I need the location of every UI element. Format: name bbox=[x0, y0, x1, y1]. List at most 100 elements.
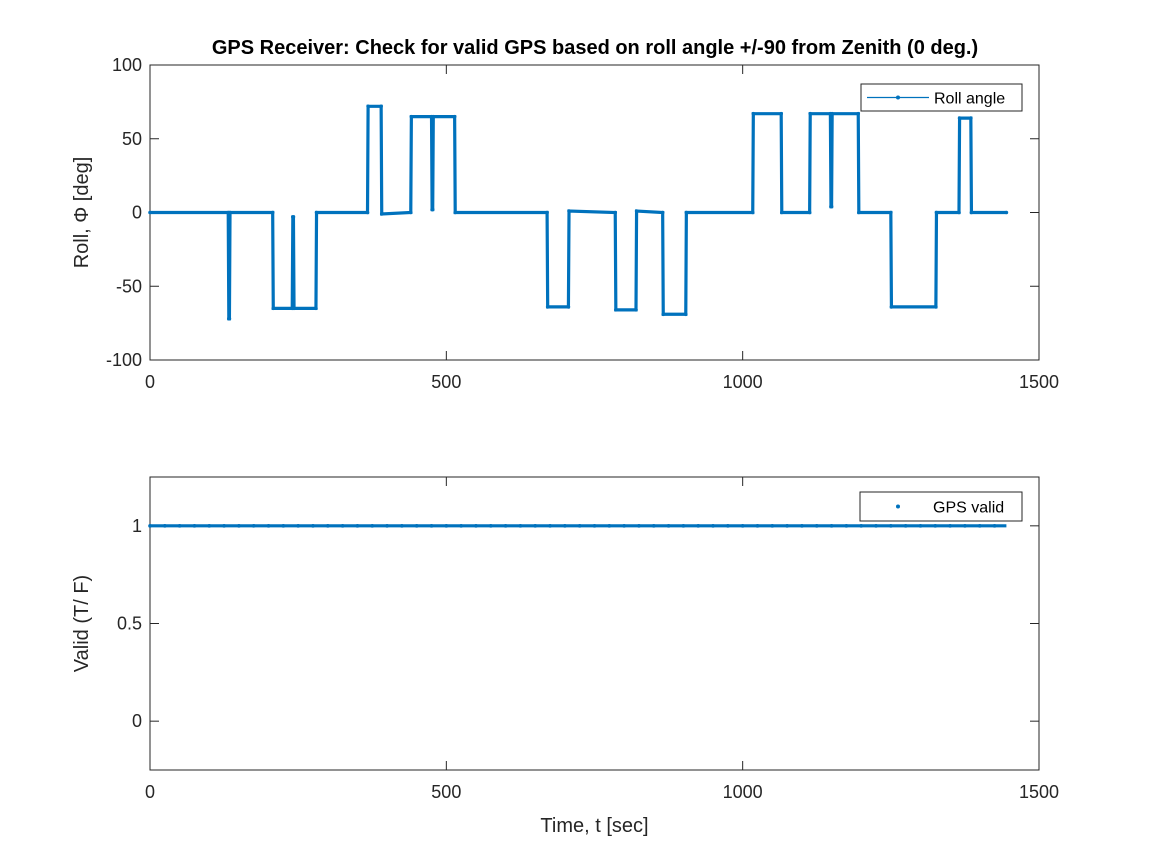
data-point bbox=[192, 524, 197, 528]
data-point bbox=[326, 524, 330, 528]
data-point bbox=[683, 312, 688, 317]
data-point bbox=[567, 209, 571, 213]
chart-title: GPS Receiver: Check for valid GPS based … bbox=[212, 37, 978, 59]
data-point bbox=[409, 114, 414, 119]
data-point bbox=[857, 210, 861, 215]
data-point bbox=[370, 524, 375, 528]
data-point bbox=[545, 305, 550, 309]
data-point bbox=[563, 524, 567, 528]
y-tick-label: -100 bbox=[106, 350, 142, 370]
data-point bbox=[969, 210, 974, 215]
data-point bbox=[622, 524, 626, 528]
data-point bbox=[807, 210, 812, 215]
data-point bbox=[779, 210, 784, 215]
data-point bbox=[355, 524, 360, 528]
x-tick-label: 1000 bbox=[723, 782, 763, 802]
data-point bbox=[292, 306, 296, 311]
gps-valid-subplot: 0 500 1000 1500 0 0.5 1 Valid (T/ F) Time, t [se… bbox=[71, 476, 1059, 837]
data-point bbox=[366, 104, 370, 109]
data-point bbox=[963, 524, 967, 528]
y-tick-label: -50 bbox=[116, 276, 142, 296]
data-point bbox=[751, 111, 756, 116]
data-point bbox=[207, 524, 212, 528]
data-point bbox=[431, 114, 436, 119]
data-point bbox=[429, 524, 434, 528]
x-axis-label: Time, t [sec] bbox=[540, 815, 648, 837]
data-point bbox=[452, 114, 457, 119]
data-point bbox=[681, 524, 686, 528]
data-point bbox=[453, 210, 458, 215]
data-point bbox=[957, 210, 961, 215]
data-point bbox=[237, 524, 241, 528]
x-tick-label: 0 bbox=[145, 372, 155, 392]
legend-marker bbox=[896, 504, 900, 509]
data-point bbox=[577, 524, 582, 528]
data-point bbox=[634, 209, 639, 213]
data-point bbox=[859, 524, 863, 528]
data-point bbox=[270, 210, 275, 215]
data-point bbox=[711, 524, 715, 528]
data-point bbox=[607, 524, 612, 528]
data-point bbox=[251, 524, 256, 528]
data-point bbox=[889, 524, 893, 528]
data-point bbox=[829, 204, 834, 209]
data-point bbox=[408, 210, 413, 215]
data-point bbox=[829, 524, 834, 528]
data-point bbox=[314, 210, 319, 215]
data-point bbox=[379, 104, 383, 109]
data-point bbox=[614, 308, 618, 312]
data-point bbox=[918, 524, 923, 528]
data-point bbox=[977, 524, 982, 528]
data-point bbox=[830, 111, 834, 116]
data-point bbox=[314, 306, 318, 311]
y-tick-label: 100 bbox=[112, 55, 142, 75]
x-tick-label: 1500 bbox=[1019, 782, 1059, 802]
y-tick-label: 0.5 bbox=[117, 614, 142, 634]
data-point bbox=[726, 524, 730, 528]
data-point bbox=[637, 524, 641, 528]
y-tick-label: 0 bbox=[132, 203, 142, 223]
roll-subplot: 0 500 1000 1500 -100 -50 0 50 100 Roll, Φ [deg] Ro… bbox=[71, 55, 1059, 392]
legend-marker bbox=[896, 95, 900, 100]
data-point bbox=[148, 210, 152, 215]
data-point bbox=[770, 524, 775, 528]
data-point bbox=[779, 111, 783, 116]
data-point bbox=[459, 524, 463, 528]
data-point bbox=[874, 524, 878, 528]
data-point bbox=[660, 210, 665, 215]
data-point bbox=[518, 524, 523, 528]
data-point bbox=[548, 524, 552, 528]
data-point bbox=[903, 524, 908, 528]
data-point bbox=[750, 210, 755, 215]
data-point bbox=[661, 312, 666, 317]
x-tick-label: 1000 bbox=[723, 372, 763, 392]
data-point bbox=[281, 524, 286, 528]
data-point bbox=[148, 524, 152, 528]
data-point bbox=[889, 305, 894, 309]
data-point bbox=[340, 524, 345, 528]
x-tick-label: 1500 bbox=[1019, 372, 1059, 392]
data-point bbox=[666, 524, 671, 528]
data-point bbox=[414, 524, 419, 528]
data-point bbox=[1004, 210, 1009, 215]
data-point bbox=[271, 306, 276, 311]
data-point bbox=[474, 524, 478, 528]
data-point bbox=[740, 524, 745, 528]
x-tick-label: 0 bbox=[145, 782, 155, 802]
data-point bbox=[814, 524, 819, 528]
data-point bbox=[444, 524, 449, 528]
data-point bbox=[755, 524, 760, 528]
y-tick-label: 50 bbox=[122, 129, 142, 149]
data-point bbox=[934, 210, 939, 215]
data-point bbox=[400, 524, 404, 528]
data-point bbox=[934, 305, 938, 309]
data-point bbox=[651, 524, 656, 528]
data-point bbox=[634, 308, 638, 312]
legend-entry: Roll angle bbox=[934, 91, 1005, 108]
data-point bbox=[488, 524, 493, 528]
data-point bbox=[291, 215, 296, 219]
data-point bbox=[566, 305, 571, 309]
data-point bbox=[684, 210, 689, 215]
data-point bbox=[177, 524, 182, 528]
